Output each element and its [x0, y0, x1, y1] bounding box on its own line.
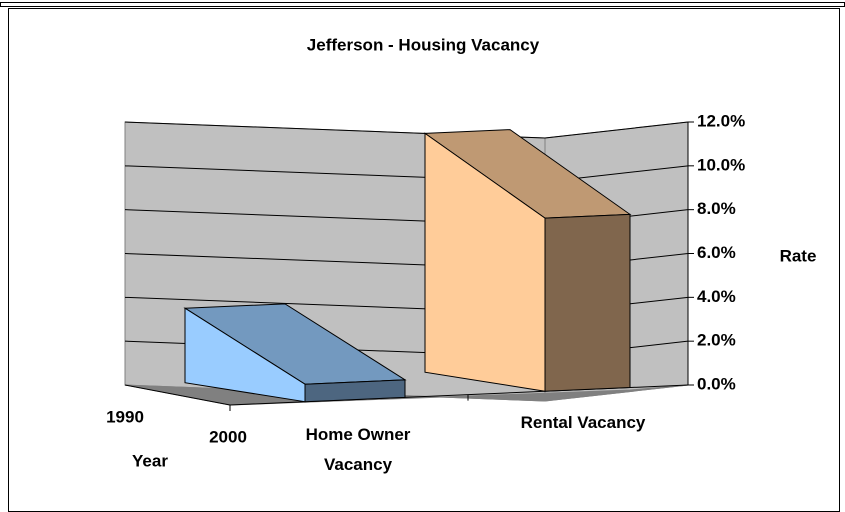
y-tick-label: 10.0%: [697, 155, 745, 174]
y-tick-label: 0.0%: [697, 374, 736, 393]
y-tick-label: 12.0%: [697, 111, 745, 130]
depth-tick-label: 2000: [209, 427, 247, 446]
y-tick-label: 2.0%: [697, 331, 736, 350]
bar-front: [544, 213, 631, 392]
y-tick-label: 8.0%: [697, 199, 736, 218]
depth-axis-title: Year: [132, 451, 168, 470]
x-tick-label: Home Owner Vacancy: [305, 425, 411, 474]
grid-line: [124, 121, 689, 139]
y-tick-label: 6.0%: [697, 243, 736, 262]
x-tick-label: Rental Vacancy: [520, 413, 646, 432]
y-tick-label: 4.0%: [697, 287, 736, 306]
bar-front: [304, 379, 406, 403]
depth-axis: [124, 384, 231, 406]
y-axis-title: Rate: [780, 246, 817, 265]
frame-top: [0, 2, 845, 7]
depth-tick-label: 1990: [106, 407, 144, 426]
chart-title: Jefferson - Housing Vacancy: [307, 35, 540, 54]
